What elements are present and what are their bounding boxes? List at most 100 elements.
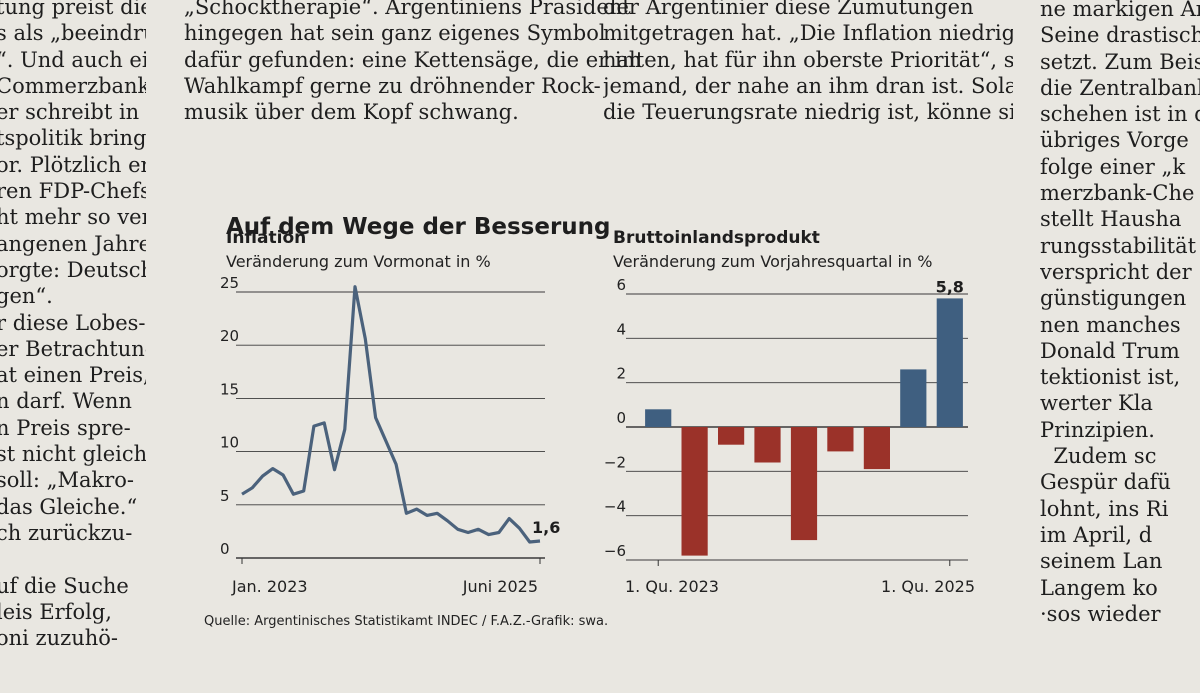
article-line: rungsstabilität [1040, 233, 1197, 258]
article-line: merzbank-Che [1040, 181, 1195, 206]
inflation-chart-subtitle: Veränderung zum Vormonat in % [226, 252, 491, 271]
article-line: Zudem sc [1040, 444, 1157, 469]
article-line: die Teuerungsrate niedrig ist, könne sic… [603, 100, 1013, 125]
y-tick-label: 25 [220, 274, 239, 292]
article-line: ·sos wieder [1040, 601, 1161, 626]
gdp-bar [827, 427, 854, 452]
article-line: er schreibt in der [0, 100, 146, 125]
inflation-line [241, 285, 541, 544]
article-line: übriges Vorge [1040, 128, 1189, 153]
article-line: orgte: Deutsch- [0, 257, 146, 282]
article-line: Seine drastischst [1040, 23, 1200, 48]
article-line: lohnt, ins Ri [1040, 496, 1169, 521]
y-tick-label: 6 [616, 276, 626, 294]
gdp-bar [754, 427, 781, 463]
y-tick-label: 0 [220, 540, 230, 558]
article-line: Commerzbank- [0, 73, 146, 98]
article-line: tung preist die [0, 0, 146, 19]
gdp-bar [681, 427, 708, 556]
article-line: gen“. [0, 284, 53, 309]
article-line: or. Plötzlich er- [0, 152, 146, 177]
article-line: halten, hat für ihn oberste Priorität“, … [603, 47, 1013, 72]
y-tick-label: −2 [604, 453, 626, 471]
article-line: werter Kla [1040, 391, 1153, 416]
article-line: st nicht gleich [0, 442, 146, 467]
article-line: seinem Lan [1040, 549, 1163, 574]
x-tick-label: Juni 2025 [462, 577, 538, 596]
article-line: tektionist ist, [1040, 365, 1181, 390]
gdp-chart-title: Bruttoinlandsprodukt [613, 228, 820, 248]
gdp-bar [790, 427, 818, 541]
article-line: ht mehr so ver- [0, 205, 146, 230]
article-line: folge einer „k [1040, 154, 1186, 179]
article-line: im April, d [1040, 522, 1153, 547]
y-tick-label: 5 [220, 487, 230, 505]
article-line: der Argentinier diese Zumutungen [603, 0, 974, 19]
y-tick-label: 10 [220, 434, 239, 452]
article-line: setzt. Zum Beis [1040, 49, 1200, 74]
article-line: die Zentralbank [1040, 75, 1200, 100]
article-line: ren FDP-Chefs [0, 179, 146, 204]
article-line: nen manches [1040, 312, 1181, 337]
article-line: uf die Suche [0, 573, 129, 598]
article-line: hingegen hat sein ganz eigenes Symbol [184, 21, 606, 46]
article-line: mitgetragen hat. „Die Inflation niedrig … [603, 21, 1013, 46]
article-line: angenen Jahres [0, 231, 146, 256]
article-line: „Schocktherapie“. Argentiniens Präsident [184, 0, 631, 19]
end-value-label: 1,6 [532, 518, 560, 537]
inflation-chart: 0 5 10 15 20 25 1,6 Jan. 2023 Juni 2025 [220, 274, 560, 596]
article-line: dafür gefunden: eine Kettensäge, die er … [184, 47, 642, 72]
article-line: verspricht der [1040, 259, 1192, 284]
article-line: n darf. Wenn [0, 389, 132, 414]
article-line: Gespür dafü [1040, 470, 1171, 495]
article-line [0, 546, 146, 572]
article-line: musik über dem Kopf schwang. [184, 100, 519, 125]
article-line: r diese Lobes- [0, 310, 146, 335]
article-line: schehen ist in d [1040, 102, 1200, 127]
figure-title: Auf dem Wege der Besserung [226, 214, 611, 240]
article-line: ne markigen Ar [1040, 0, 1200, 21]
article-column-3: der Argentinier diese Zumutungen mitgetra… [603, 0, 1013, 125]
article-line: soll: „Makro- [0, 468, 135, 493]
y-tick-label: −6 [604, 542, 626, 560]
article-line: s als „beeindru- [0, 21, 146, 46]
gdp-chart-subtitle: Veränderung zum Vorjahresquartal in % [613, 252, 933, 271]
x-tick-label: Jan. 2023 [231, 577, 308, 596]
y-tick-label: 0 [616, 409, 626, 427]
article-line: “. Und auch ein [0, 47, 146, 72]
y-tick-label: 20 [220, 327, 239, 345]
article-line: stellt Hausha [1040, 207, 1182, 232]
article-line: Langem ko [1040, 575, 1158, 600]
article-line: Wahlkampf gerne zu dröhnender Rock- [184, 73, 601, 98]
x-tick-label: 1. Qu. 2023 [625, 577, 719, 596]
y-tick-label: 2 [616, 365, 626, 383]
article-line: günstigungen [1040, 286, 1187, 311]
article-line: Prinzipien. [1040, 417, 1155, 442]
article-line: das Gleiche.“ [0, 494, 138, 519]
y-tick-label: 15 [220, 380, 239, 398]
bar-value-label: 5,8 [936, 277, 964, 296]
gdp-bar [863, 427, 890, 470]
gdp-bar [718, 427, 745, 445]
article-line: tspolitik bringe [0, 126, 146, 151]
gdp-bar [645, 409, 672, 427]
gdp-chart: 6 4 2 0 −2 −4 −6 5,8 1. Qu. 2023 1. Qu. 2025 [604, 276, 975, 596]
article-column-1: tung preist die s als „beeindru-“. Und au… [0, 0, 146, 651]
article-line: leis Erfolg, [0, 599, 112, 624]
figure-source: Quelle: Argentinisches Statistikamt INDE… [204, 614, 609, 629]
article-line: oni zuzuhö- [0, 626, 119, 651]
article-line: n Preis spre- [0, 415, 131, 440]
inflation-chart-title: Inflation [226, 228, 307, 248]
article-line: er Betrachtung [0, 336, 146, 361]
article-line: ch zurückzu- [0, 520, 133, 545]
article-line: at einen Preis, [0, 363, 146, 388]
gdp-bar [900, 369, 927, 427]
article-line: Donald Trum [1040, 338, 1180, 363]
article-line: jemand, der nahe an ihm dran ist. Solang… [603, 73, 1013, 98]
y-tick-label: 4 [616, 320, 626, 338]
x-tick-label: 1. Qu. 2025 [881, 577, 975, 596]
y-tick-label: −4 [604, 498, 626, 516]
article-column-2: „Schocktherapie“. Argentiniens Präsident… [184, 0, 642, 125]
gdp-bar [936, 298, 963, 427]
